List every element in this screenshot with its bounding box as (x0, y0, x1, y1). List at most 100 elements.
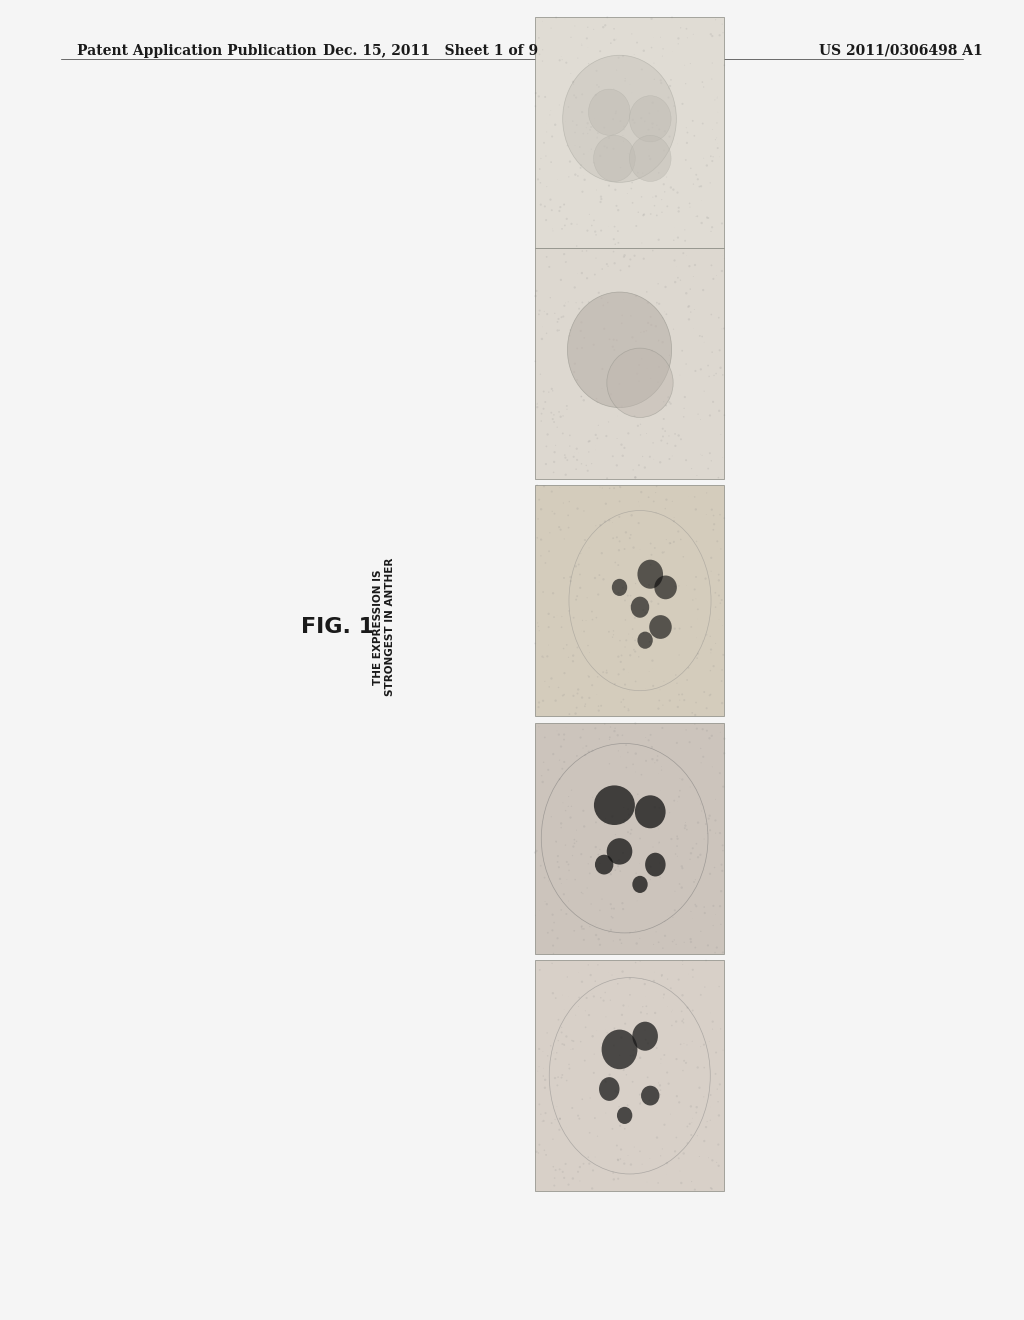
Point (539, 323, 555, 345)
Ellipse shape (602, 1030, 637, 1069)
Point (611, 531, 628, 552)
Point (683, 1125, 699, 1146)
Point (680, 657, 696, 678)
Point (702, 684, 719, 705)
Point (603, 863, 620, 884)
Point (613, 396, 630, 417)
Point (579, 268, 595, 289)
Point (589, 684, 605, 705)
Point (703, 255, 720, 276)
Point (640, 1032, 656, 1053)
Point (654, 426, 671, 447)
Point (601, 754, 617, 775)
Point (648, 921, 665, 942)
Point (702, 173, 719, 194)
Point (555, 492, 571, 513)
Point (680, 297, 696, 318)
Point (676, 1034, 692, 1055)
Point (642, 869, 658, 890)
Point (699, 355, 716, 376)
Point (573, 154, 590, 176)
Point (582, 119, 598, 140)
Point (577, 696, 593, 717)
Point (577, 169, 593, 190)
Point (687, 1179, 703, 1200)
Point (702, 561, 719, 582)
Point (575, 929, 592, 950)
Point (571, 1156, 588, 1177)
Point (656, 911, 673, 932)
Point (575, 144, 592, 165)
Ellipse shape (654, 576, 677, 599)
Point (609, 973, 626, 994)
Point (708, 9, 724, 30)
Point (606, 898, 623, 919)
Point (556, 296, 572, 317)
Point (611, 374, 628, 395)
Point (703, 1179, 720, 1200)
Point (549, 1043, 565, 1064)
Point (656, 1114, 673, 1135)
Point (573, 620, 590, 642)
Point (562, 570, 579, 591)
Point (710, 1134, 726, 1155)
Point (614, 892, 631, 913)
Point (581, 1005, 597, 1026)
Point (578, 610, 594, 631)
Point (564, 1030, 581, 1051)
Point (660, 387, 677, 408)
Point (530, 86, 547, 107)
Point (618, 1064, 635, 1085)
Point (625, 327, 641, 348)
Point (705, 756, 721, 777)
Point (650, 698, 667, 719)
Point (574, 610, 591, 631)
Point (687, 894, 703, 915)
Point (650, 356, 667, 378)
Point (648, 477, 665, 498)
Point (693, 176, 710, 197)
Point (673, 1034, 689, 1055)
Point (544, 920, 560, 941)
Point (552, 477, 568, 498)
Point (639, 590, 655, 611)
Point (564, 845, 581, 866)
Point (653, 965, 670, 986)
Point (606, 1018, 623, 1039)
Point (650, 230, 667, 251)
Point (647, 482, 664, 503)
Point (554, 1034, 570, 1055)
Point (538, 552, 554, 573)
Point (637, 678, 653, 700)
Point (677, 817, 693, 838)
Point (627, 467, 643, 488)
Point (672, 269, 688, 290)
Point (706, 513, 722, 535)
Point (641, 574, 657, 595)
Point (654, 694, 671, 715)
Point (613, 813, 630, 834)
Point (674, 94, 690, 115)
Point (600, 256, 616, 277)
Point (579, 735, 595, 756)
Point (545, 582, 561, 603)
Point (713, 539, 729, 560)
Point (574, 883, 591, 904)
Point (688, 206, 705, 227)
Point (578, 693, 594, 714)
Point (568, 438, 585, 459)
Point (609, 1082, 626, 1104)
Point (673, 1172, 689, 1193)
Point (530, 697, 547, 718)
Point (620, 698, 636, 719)
Point (568, 697, 585, 718)
Point (667, 216, 683, 238)
Point (557, 465, 573, 486)
Point (597, 1071, 613, 1092)
Point (632, 853, 648, 874)
Ellipse shape (599, 1077, 620, 1101)
Point (700, 1147, 717, 1168)
Point (618, 630, 635, 651)
Point (641, 139, 657, 160)
Point (550, 1067, 566, 1088)
